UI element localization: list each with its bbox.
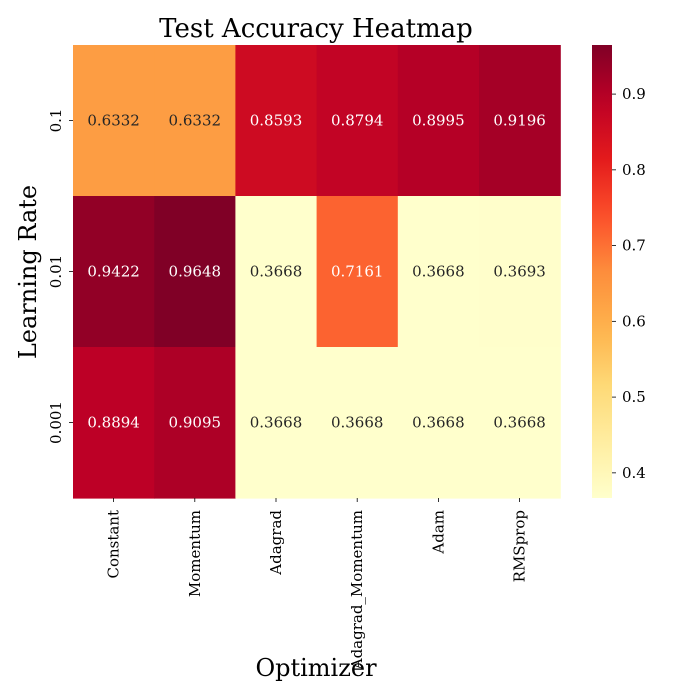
colorbar-ticks: 0.4 0.5 0.6 0.7 0.8 0.9 [612,85,646,482]
cell-value-label: 0.9422 [87,263,140,281]
colorbar-tick-label: 0.6 [622,312,646,330]
heatmap-cell [479,196,561,348]
colorbar-tick-label: 0.5 [622,388,646,406]
cell-value-label: 0.3668 [250,414,303,432]
y-tick-label: 0.001 [47,401,65,444]
x-tick-label: Adam [429,510,447,555]
cell-value-label: 0.8995 [412,112,465,130]
y-axis-label: Learning Rate [14,185,42,359]
cell-value-label: 0.3668 [493,414,546,432]
colorbar-gradient [592,45,612,498]
heatmap-cell [154,347,236,499]
x-tick-label: Momentum [186,510,204,597]
heatmap-cell [73,347,155,499]
heatmap-cell [235,45,318,197]
heatmap-cell [316,347,399,499]
colorbar: 0.4 0.5 0.6 0.7 0.8 0.9 [592,45,646,498]
colorbar-tick-label: 0.4 [622,464,646,482]
cell-value-label: 0.8593 [250,112,303,130]
cell-value-label: 0.8794 [331,112,384,130]
y-axis-ticks: 0.1 0.01 0.001 [47,109,73,444]
cell-value-label: 0.9095 [169,414,222,432]
heatmap-cell [73,45,155,197]
colorbar-tick-label: 0.9 [622,85,646,103]
x-tick-label: Adagrad_Momentum [348,510,366,670]
heatmap-cell [235,347,318,499]
x-axis-label: Optimizer [255,654,377,682]
cell-value-label: 0.3668 [250,263,303,281]
cell-value-label: 0.9196 [493,112,546,130]
heatmap-cell [479,45,561,197]
colorbar-tick-label: 0.7 [622,237,646,255]
x-tick-label: Constant [105,510,123,579]
chart-title: Test Accuracy Heatmap [159,14,473,44]
x-tick-label: Adagrad [267,510,285,576]
y-tick-label: 0.1 [47,109,65,133]
heatmap-cell [397,196,480,348]
heatmap-cells [73,45,561,499]
heatmap-cell [154,45,236,197]
x-tick-label: RMSprop [511,510,529,582]
heatmap-cell [316,196,399,348]
heatmap-cell [235,196,318,348]
cell-value-label: 0.3668 [331,414,384,432]
cell-value-label: 0.9648 [169,263,222,281]
x-axis-ticks: Constant Momentum Adagrad Adagrad_Momentum A… [105,498,529,670]
cell-value-label: 0.3668 [412,263,465,281]
heatmap-cell [479,347,561,499]
heatmap-cell [397,347,480,499]
heatmap-cell-labels: 0.6332 0.6332 0.8593 0.8794 0.8995 0.9196 0.94… [87,112,546,432]
cell-value-label: 0.6332 [169,112,222,130]
cell-value-label: 0.8894 [87,414,140,432]
heatmap-cell [73,196,155,348]
y-tick-label: 0.01 [47,255,65,288]
cell-value-label: 0.7161 [331,263,384,281]
cell-value-label: 0.6332 [87,112,140,130]
heatmap-cell [397,45,480,197]
cell-value-label: 0.3693 [493,263,546,281]
colorbar-tick-label: 0.8 [622,161,646,179]
cell-value-label: 0.3668 [412,414,465,432]
heatmap-cell [154,196,236,348]
heatmap-cell [316,45,399,197]
